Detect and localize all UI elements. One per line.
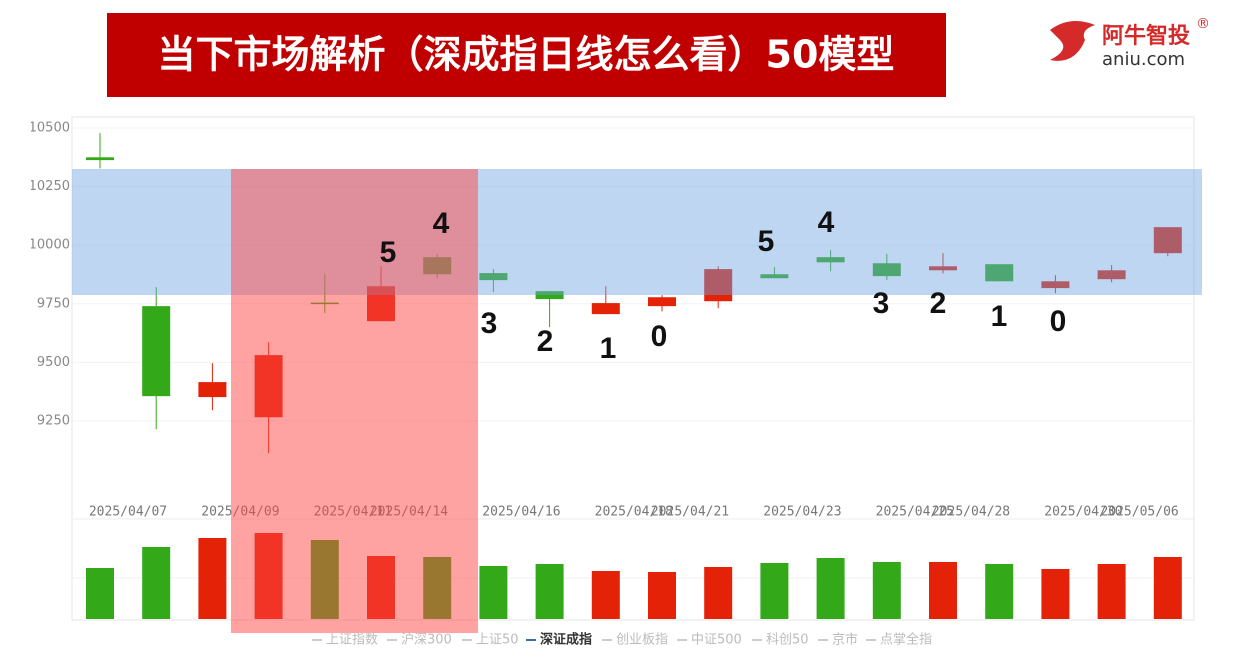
x-tick-label: 2025/04/16 (482, 505, 560, 520)
site: aniu.com (1102, 49, 1185, 70)
legend-item: 上证指数 (326, 633, 378, 648)
volume-bar (704, 567, 733, 619)
annotation: 3 (873, 287, 890, 320)
legend-item: 科创50 (766, 633, 809, 648)
legend-item: 中证500 (691, 633, 742, 648)
annotation: 2 (930, 287, 947, 320)
annotation: 5 (380, 236, 397, 269)
legend-item: 深证成指 (540, 632, 592, 648)
annotation: 0 (651, 320, 668, 353)
x-tick-label: 2025/04/18 (595, 505, 673, 520)
legend-item: 创业板指 (616, 633, 668, 648)
candle-body (535, 291, 564, 300)
annotation: 1 (991, 300, 1008, 333)
x-tick-label: 2025/04/30 (1044, 505, 1122, 520)
candle-body (816, 257, 845, 263)
x-tick-label: 2025/05/06 (1100, 505, 1178, 520)
volume-bar (86, 568, 114, 619)
highlight-box (231, 169, 478, 633)
volume-bar (591, 571, 620, 619)
y-tick-label: 10000 (29, 238, 70, 253)
logo-icon (1050, 21, 1095, 61)
x-tick-label: 2025/04/28 (932, 505, 1010, 520)
volume-bar (1097, 564, 1126, 619)
y-axis: 10500 10250 10000 9750 9500 9250 (29, 121, 70, 429)
volume-bar (142, 547, 171, 619)
candle-body (86, 157, 114, 161)
candle-body (198, 382, 227, 398)
annotation: 0 (1050, 305, 1067, 338)
logo-mark: ® (1196, 16, 1210, 32)
logo-text: 阿牛智投 (1102, 23, 1190, 49)
x-tick-label: 2025/04/23 (763, 505, 841, 520)
x-tick-label: 2025/04/07 (89, 505, 167, 520)
annotation: 5 (758, 225, 775, 258)
x-tick-label: 2025/04/25 (876, 505, 954, 520)
legend-item: 上证50 (476, 633, 519, 648)
chart-frame (71, 116, 1195, 621)
volume-bar (760, 563, 789, 619)
volume-bar (1153, 557, 1182, 619)
y-tick-label: 9750 (37, 296, 70, 311)
y-tick-label: 9500 (37, 355, 70, 370)
title: 当下市场解析（深成指日线怎么看）50模型 (158, 33, 895, 77)
candle-body (985, 264, 1014, 282)
x-tick-label: 2025/04/21 (651, 505, 729, 520)
candle-body (872, 263, 901, 277)
annotation: 4 (818, 206, 835, 239)
title-banner (107, 13, 946, 97)
candle-body (142, 306, 171, 397)
annotation: 4 (433, 207, 450, 240)
annotation: 2 (537, 325, 554, 358)
y-tick-label: 10500 (29, 121, 70, 136)
candle-body (1153, 227, 1182, 254)
candle-body (929, 266, 957, 271)
volume-bar (1041, 569, 1070, 619)
volume-bar (479, 566, 508, 619)
y-tick-label: 9250 (37, 414, 70, 429)
volume-bar (929, 562, 957, 619)
legend-item: 沪深300 (401, 632, 452, 648)
candle-body (704, 269, 733, 302)
candle-body (1097, 270, 1126, 280)
volume-bar (816, 558, 845, 619)
candle-body (648, 297, 676, 307)
volume-bar (648, 572, 676, 619)
y-tick-label: 10250 (29, 179, 70, 194)
legend-item: 点掌全指 (880, 632, 932, 648)
volume-bar (535, 564, 564, 619)
candle-body (479, 273, 508, 281)
candle-body (760, 274, 789, 279)
volume-bar (872, 562, 901, 619)
legend-item: 京市 (832, 632, 858, 648)
candle-body (1041, 281, 1070, 289)
annotation: 1 (600, 332, 617, 365)
volume-bar (198, 538, 227, 619)
volume-bar (985, 564, 1014, 619)
candle-body (591, 303, 620, 315)
annotation: 3 (481, 307, 498, 340)
